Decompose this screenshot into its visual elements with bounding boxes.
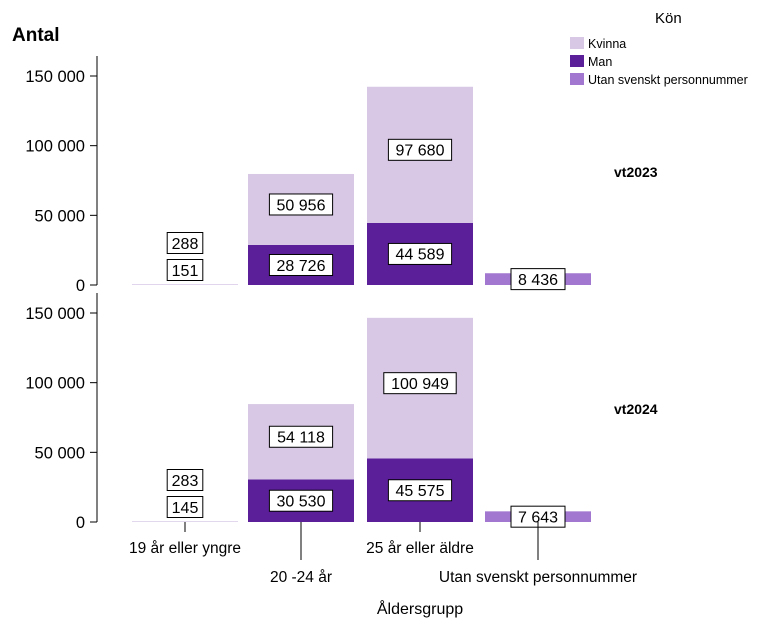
data-label: 8 436 [518,272,558,289]
x-tick-label: 25 år eller äldre [366,540,474,557]
data-label: 7 643 [518,509,558,526]
data-label-box [166,259,204,281]
y-tick-label: 50 000 [35,444,85,462]
data-label-box [166,469,204,491]
panel-vt2024: 0 50 000 100 000 150 000 vt2024 145 283 30 530 5… [25,293,658,532]
data-label: 28 726 [277,258,326,275]
data-label-box [383,372,457,395]
x-tick-label: Utan svenskt personnummer [439,569,637,586]
chart-panels: 0 50 000 100 000 150 000 vt2023 151 288 28 726 5… [25,56,658,532]
y-tick-label: 50 000 [35,207,85,225]
data-label: 50 956 [277,197,326,214]
data-label: 283 [172,473,199,490]
legend-label-0: Kvinna [588,37,626,51]
y-tick-label: 100 000 [25,138,85,156]
data-label: 45 575 [396,483,445,500]
data-label-box [387,138,453,161]
data-label-box [268,253,334,276]
y-tick-label: 0 [76,277,85,295]
y-tick-label: 150 000 [25,305,85,323]
legend-label-1: Man [588,55,612,69]
data-label: 145 [172,500,199,517]
data-label: 44 589 [396,247,445,264]
data-label-box [166,496,204,518]
data-label: 54 118 [277,430,325,447]
panel-vt2023: 0 50 000 100 000 150 000 vt2023 151 288 28 726 5… [25,56,658,295]
legend: Kvinna Man Utan svenskt personnummer [570,37,748,87]
y-axis-title: Antal [12,25,60,46]
x-tick-label: 19 år eller yngre [129,540,241,557]
legend-swatch-0 [570,37,584,49]
y-tick-label: 100 000 [25,375,85,393]
data-label-box [387,242,453,265]
legend-label-2: Utan svenskt personnummer [588,73,748,87]
y-tick-label: 150 000 [25,68,85,86]
data-label: 30 530 [277,494,326,511]
data-label-box [387,479,453,502]
x-tick-label: 20 -24 år [270,569,332,586]
legend-swatch-2 [570,73,584,85]
data-label: 151 [172,263,199,280]
y-tick-label: 0 [76,514,85,532]
panel-label: vt2023 [614,164,658,180]
legend-title: Kön [655,10,682,27]
data-label: 97 680 [396,143,445,160]
data-label: 288 [172,236,199,253]
x-axis: 19 år eller yngre 20 -24 år 25 år eller äl… [129,522,637,586]
panel-label: vt2024 [614,401,658,417]
data-label-box [268,489,334,512]
data-label-box [268,193,334,216]
legend-swatch-1 [570,55,584,67]
data-label-box [268,425,334,448]
data-label-box [166,232,204,254]
data-label: 100 949 [391,376,449,393]
data-label-box [510,268,566,291]
x-axis-title: Åldersgrupp [377,599,463,618]
